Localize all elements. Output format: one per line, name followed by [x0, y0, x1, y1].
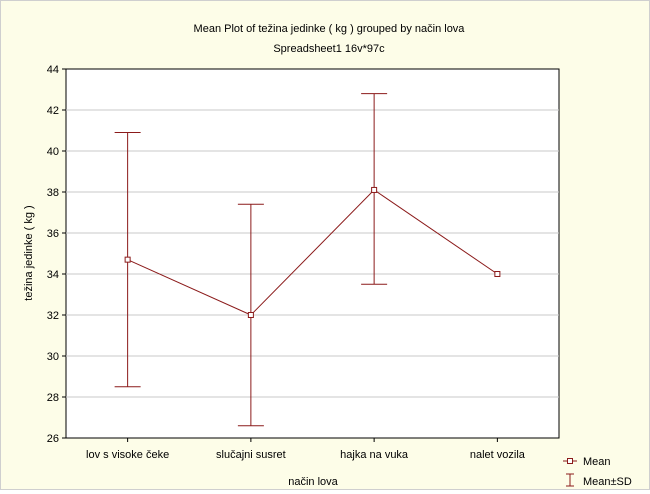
- x-tick-label: slučajni susret: [216, 449, 286, 461]
- y-tick-label: 44: [47, 64, 59, 76]
- series-mean: [114, 93, 501, 427]
- y-tick-label: 36: [47, 228, 59, 240]
- mean-point: [371, 186, 378, 193]
- grid-lines: [66, 109, 559, 398]
- y-tick-label: 34: [47, 269, 59, 281]
- y-tick-label: 40: [47, 146, 59, 158]
- x-axis-ticks: lov s visoke čeke slučajni susret hajka na…: [86, 438, 526, 461]
- y-axis-ticks: 26 28 30 32 34 36 38 40 42 44: [47, 64, 66, 445]
- y-tick-label: 42: [47, 105, 59, 117]
- y-tick-label: 26: [47, 433, 59, 445]
- plot-area: [65, 68, 560, 439]
- legend: Mean Mean±SD: [563, 456, 632, 488]
- x-tick-label: nalet vozila: [470, 449, 526, 461]
- legend-sd-label: Mean±SD: [583, 476, 632, 488]
- y-tick-label: 28: [47, 392, 59, 404]
- legend-mean-marker-icon: [567, 458, 573, 464]
- chart-subtitle: Spreadsheet1 16v*97c: [273, 43, 385, 55]
- mean-point: [247, 312, 254, 318]
- x-axis-label: način lova: [288, 476, 338, 488]
- mean-point: [494, 271, 501, 277]
- mean-point: [124, 256, 131, 263]
- y-tick-label: 32: [47, 310, 59, 322]
- chart-title: Mean Plot of težina jedinke ( kg ) group…: [194, 23, 466, 35]
- mean-line: [127, 189, 498, 316]
- x-tick-label: hajka na vuka: [340, 449, 409, 461]
- y-axis-label: težina jedinke ( kg ): [23, 205, 35, 300]
- x-tick-label: lov s visoke čeke: [86, 449, 169, 461]
- legend-mean-label: Mean: [583, 456, 611, 468]
- y-tick-label: 38: [47, 187, 59, 199]
- y-tick-label: 30: [47, 351, 59, 363]
